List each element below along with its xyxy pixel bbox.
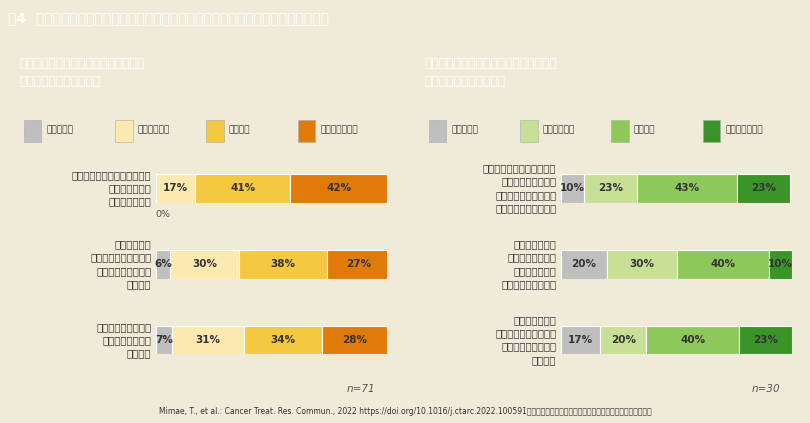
Text: 17%: 17% [568,335,593,345]
Bar [322,326,387,354]
Bar [207,121,224,142]
Text: 再発を年単位で
遅らせるとしても
抗がん剤治療は
再発してからでよい: 再発を年単位で 遅らせるとしても 抗がん剤治療は 再発してからでよい [501,239,556,289]
Text: 17%: 17% [163,183,188,193]
Text: やや共感した: やや共感した [543,126,575,135]
Text: 30%: 30% [629,259,654,269]
Text: 40%: 40% [710,259,735,269]
Bar [608,250,676,278]
Text: 38%: 38% [271,259,296,269]
Text: 非常に共感した: 非常に共感した [725,126,763,135]
Bar [290,174,387,203]
Bar [520,121,538,142]
Text: 40%: 40% [680,335,706,345]
Bar [561,326,600,354]
Bar [676,250,769,278]
Text: やや共感した: やや共感した [138,126,170,135]
Bar [736,174,790,203]
Bar [637,174,736,203]
Text: 再発によって
自分の生活や気持ちが
変わってしまうのは
避けたい: 再発によって 自分の生活や気持ちが 変わってしまうのは 避けたい [90,239,151,289]
Text: 6%: 6% [154,259,172,269]
Bar [244,326,322,354]
Text: n=71: n=71 [347,384,376,394]
Text: 27%: 27% [346,259,371,269]
Bar [600,326,646,354]
Text: 30%: 30% [192,259,217,269]
Bar [428,121,446,142]
Text: 共感した: 共感した [229,126,250,135]
Bar [561,250,608,278]
Bar [172,326,244,354]
Text: 23%: 23% [753,335,778,345]
Text: 10%: 10% [560,183,585,193]
Text: 図4  アンケート調査結果　術後補助化学療法に対する患者の考え：共感のポイント: 図4 アンケート調査結果 術後補助化学療法に対する患者の考え：共感のポイント [8,12,329,26]
Text: 術後補助化学療法の
副作用があるのは
仕方ない: 術後補助化学療法の 副作用があるのは 仕方ない [96,322,151,358]
Bar [327,250,390,278]
Bar [646,326,739,354]
Bar [298,121,315,142]
Text: 7%: 7% [155,335,173,345]
Text: Mimae, T., et al.: Cancer Treat. Res. Commun., 2022 https://doi.org/10.1016/j.ct: Mimae, T., et al.: Cancer Treat. Res. Co… [159,407,651,416]
Text: n=30: n=30 [752,384,781,394]
Text: 34%: 34% [271,335,296,345]
Text: 共感しない: 共感しない [46,126,73,135]
Bar [561,174,584,203]
Bar [156,250,170,278]
Bar [769,250,792,278]
Text: 「術後補助化学療法を受けない」意見の
どの部分に共感したか？: 「術後補助化学療法を受けない」意見の どの部分に共感したか？ [424,57,557,88]
Text: 28%: 28% [343,335,367,345]
Text: 非常に共感した: 非常に共感した [320,126,358,135]
Text: 10%: 10% [768,259,793,269]
Bar [156,326,172,354]
Bar [170,250,239,278]
Bar [195,174,290,203]
Bar [739,326,792,354]
Bar [612,121,629,142]
Text: 再発を年単位で遅らせるなら
今やれることは
やっておきたい: 再発を年単位で遅らせるなら 今やれることは やっておきたい [72,170,151,206]
Text: 20%: 20% [611,335,636,345]
Bar [115,121,133,142]
Text: 共感した: 共感した [634,126,655,135]
Text: 31%: 31% [195,335,220,345]
Bar [584,174,637,203]
Text: 0%: 0% [156,210,171,219]
Text: 43%: 43% [675,183,700,193]
Bar [23,121,41,142]
Text: 23%: 23% [751,183,776,193]
Text: 41%: 41% [230,183,255,193]
Text: 手術だけでも治る可能性や
術後補助化学療法を
受けても受けなくても
再発する可能性がある: 手術だけでも治る可能性や 術後補助化学療法を 受けても受けなくても 再発する可能… [483,163,556,213]
Text: 副作用によって
自分の生活や気持ちが
変わってしまうのは
避けたい: 副作用によって 自分の生活や気持ちが 変わってしまうのは 避けたい [495,315,556,365]
Bar [703,121,720,142]
Bar [156,174,195,203]
Text: 20%: 20% [572,259,596,269]
Text: 23%: 23% [598,183,623,193]
Text: 共感しない: 共感しない [451,126,478,135]
Text: 「術後補助化学療法を受ける」意見の
どの部分に共感したか？: 「術後補助化学療法を受ける」意見の どの部分に共感したか？ [19,57,145,88]
Text: 42%: 42% [326,183,352,193]
Bar [239,250,327,278]
